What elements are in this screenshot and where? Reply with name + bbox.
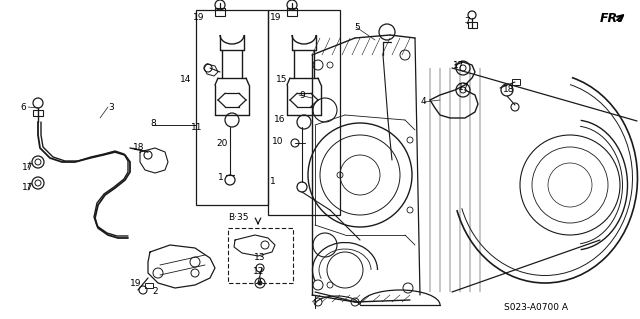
Bar bbox=[468, 22, 477, 28]
Text: 2: 2 bbox=[152, 287, 157, 296]
Bar bbox=[215, 8, 225, 16]
Text: 9: 9 bbox=[299, 91, 305, 100]
Bar bbox=[228, 228, 293, 283]
Bar bbox=[196, 10, 268, 205]
Bar bbox=[33, 110, 43, 116]
Text: 8: 8 bbox=[150, 118, 156, 128]
Text: 11: 11 bbox=[191, 123, 202, 132]
Text: 6: 6 bbox=[20, 102, 26, 112]
Text: 18: 18 bbox=[503, 85, 515, 94]
Text: 12: 12 bbox=[253, 268, 264, 277]
Text: 7: 7 bbox=[464, 18, 470, 26]
Text: S023-A0700 A: S023-A0700 A bbox=[504, 303, 568, 313]
Text: 15: 15 bbox=[276, 76, 287, 85]
Text: 18: 18 bbox=[133, 144, 145, 152]
Text: 20: 20 bbox=[216, 138, 227, 147]
Text: 19: 19 bbox=[130, 279, 141, 288]
Bar bbox=[512, 79, 520, 85]
Bar bbox=[287, 8, 297, 16]
Text: 3: 3 bbox=[108, 102, 114, 112]
Text: 19: 19 bbox=[193, 13, 205, 23]
Text: 1: 1 bbox=[218, 174, 224, 182]
Text: B·35: B·35 bbox=[228, 213, 248, 222]
Text: FR.: FR. bbox=[600, 11, 623, 25]
Text: 14: 14 bbox=[180, 76, 191, 85]
Text: 10: 10 bbox=[272, 137, 284, 146]
Text: 17: 17 bbox=[458, 84, 470, 93]
Text: 16: 16 bbox=[274, 115, 285, 124]
Text: 19: 19 bbox=[270, 13, 282, 23]
Text: 17: 17 bbox=[22, 164, 33, 173]
Bar bbox=[268, 10, 340, 215]
Text: 13: 13 bbox=[254, 254, 266, 263]
Circle shape bbox=[258, 281, 262, 285]
Text: 17: 17 bbox=[22, 183, 33, 192]
Text: 17: 17 bbox=[453, 61, 465, 70]
Text: 5: 5 bbox=[354, 23, 360, 32]
Text: 1: 1 bbox=[270, 177, 276, 187]
Text: 4: 4 bbox=[421, 98, 427, 107]
Bar bbox=[145, 283, 153, 288]
